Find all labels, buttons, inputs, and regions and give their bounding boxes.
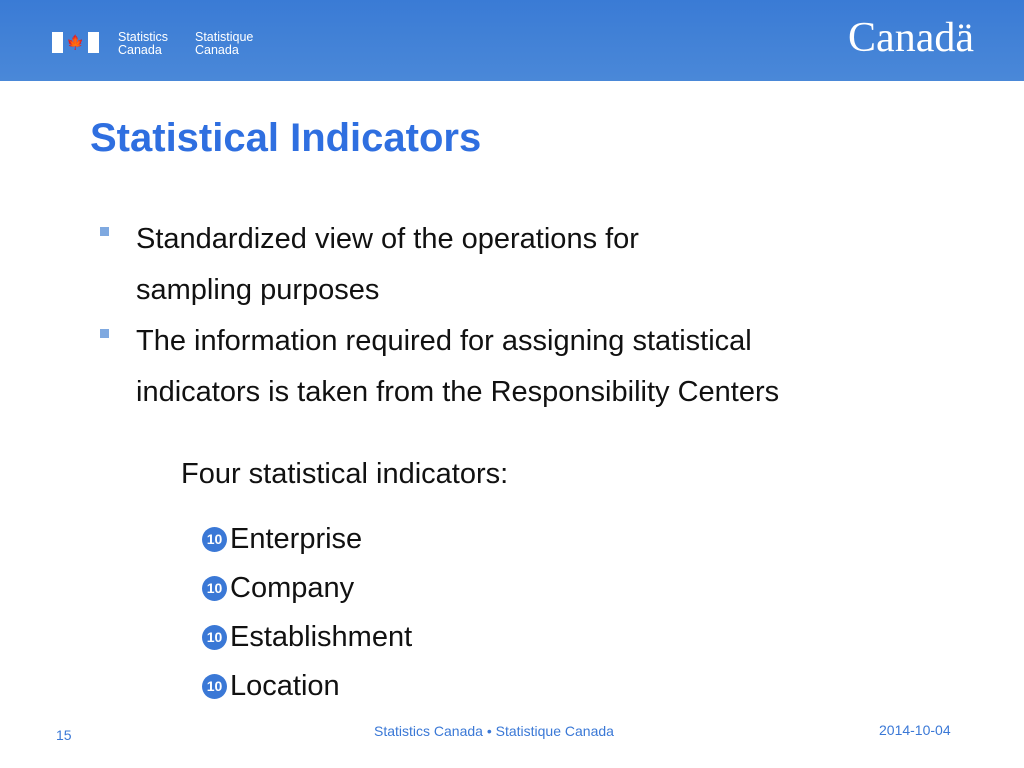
signature-english: Statistics Canada [118,31,168,57]
item-label: Company [230,572,355,604]
bullet-line: Standardized view of the operations for [136,223,639,255]
canada-wordmark: Canadä [848,15,974,61]
page-number: 15 [56,727,72,743]
circled-number-icon: 10 [202,576,227,601]
list-item: 10 Company [202,564,412,613]
footer-date: 2014-10-04 [879,722,951,738]
item-label: Location [230,670,340,702]
square-bullet-icon [100,329,109,338]
list-item: 10 Establishment [202,613,412,662]
bullet-list: Standardized view of the operations for … [100,214,960,418]
sig-en-line1: Statistics [118,30,169,44]
slide-title: Statistical Indicators [90,116,482,160]
sig-fr-line1: Statistique [195,30,254,44]
item-label: Enterprise [230,523,363,555]
bullet-line: indicators is taken from the Responsibil… [136,376,780,408]
bullet-item: The information required for assigning s… [100,316,960,418]
bullet-line: sampling purposes [136,274,380,306]
subheading: Four statistical indicators: [181,458,509,490]
header-banner: 🍁 Statistics Canada Statistique Canada C… [0,0,1024,81]
circled-number-icon: 10 [202,625,227,650]
list-item: 10 Enterprise [202,515,412,564]
footer-center: Statistics Canada • Statistique Canada [374,723,614,739]
indicator-list: 10 Enterprise 10 Company 10 Establishment 1… [202,515,412,711]
bullet-line: The information required for assigning s… [136,325,752,357]
canada-flag-icon: 🍁 [52,32,99,53]
circled-number-icon: 10 [202,674,227,699]
sig-en-line2: Canada [118,43,162,57]
bullet-item: Standardized view of the operations for … [100,214,960,316]
item-label: Establishment [230,621,413,653]
sig-fr-line2: Canada [195,43,239,57]
list-item: 10 Location [202,662,412,711]
circled-number-icon: 10 [202,527,227,552]
square-bullet-icon [100,227,109,236]
signature-french: Statistique Canada [195,31,253,57]
